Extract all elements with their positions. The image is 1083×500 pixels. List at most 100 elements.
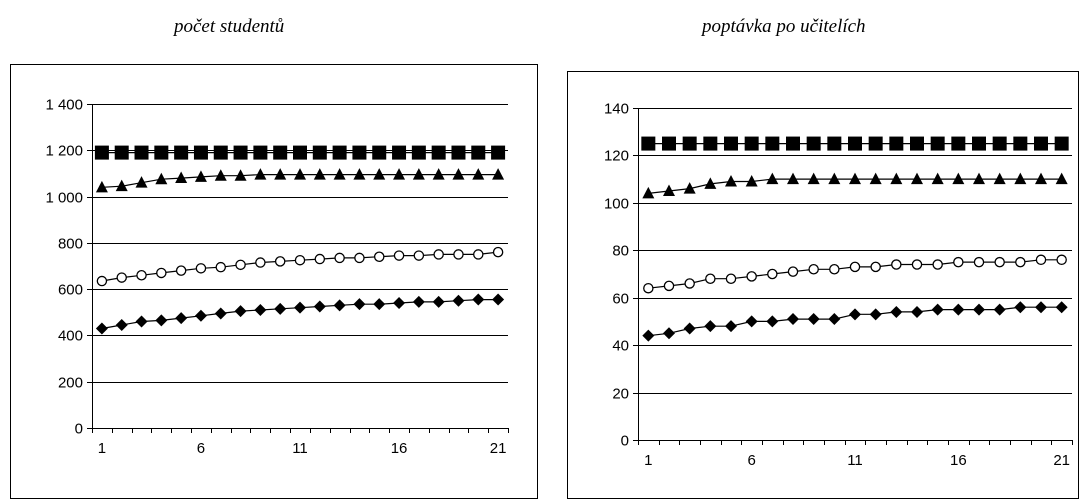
- data-point: [136, 270, 147, 281]
- data-point: [294, 254, 306, 266]
- y-tick-label: 600: [58, 282, 83, 299]
- data-point: [213, 145, 228, 160]
- x-tick-label: 16: [950, 452, 967, 469]
- data-point: [1014, 172, 1027, 185]
- data-point: [253, 145, 268, 160]
- data-point: [663, 280, 675, 292]
- data-point: [746, 271, 757, 282]
- data-point: [155, 172, 168, 185]
- data-point: [1035, 254, 1047, 266]
- data-point: [195, 263, 207, 274]
- data-point: [491, 145, 506, 160]
- data-point: [115, 319, 128, 332]
- data-point: [951, 136, 966, 151]
- data-point: [135, 315, 148, 328]
- data-point: [725, 273, 737, 284]
- data-point: [393, 250, 405, 261]
- data-point: [703, 136, 718, 151]
- data-point: [115, 179, 128, 192]
- data-point: [156, 267, 167, 279]
- y-tick-label: 0: [621, 433, 629, 450]
- data-point: [354, 252, 365, 264]
- data-point: [724, 136, 738, 151]
- chart-1-frame: [10, 64, 538, 499]
- data-point: [492, 293, 505, 306]
- data-point: [116, 272, 127, 283]
- data-point: [766, 315, 779, 328]
- data-point: [869, 172, 882, 185]
- data-point: [993, 303, 1006, 316]
- data-point: [766, 172, 779, 185]
- data-point: [274, 256, 286, 267]
- data-point: [973, 256, 985, 268]
- data-point: [314, 253, 326, 265]
- y-tick-label: 1 200: [45, 143, 83, 160]
- data-point: [683, 182, 696, 194]
- data-point: [234, 169, 247, 181]
- data-point: [952, 303, 965, 316]
- data-point: [931, 303, 944, 316]
- data-point: [432, 295, 445, 308]
- data-point: [931, 172, 944, 185]
- data-point: [393, 168, 406, 180]
- data-point: [952, 172, 965, 185]
- series-4: [95, 293, 505, 335]
- data-point: [452, 294, 465, 307]
- data-point: [194, 309, 207, 322]
- data-point: [96, 275, 108, 287]
- data-point: [353, 168, 366, 180]
- data-point: [175, 312, 188, 325]
- y-tick-label: 80: [612, 243, 629, 260]
- data-point: [682, 136, 697, 151]
- data-point: [828, 313, 841, 326]
- series-1: [94, 145, 506, 160]
- x-tick-label: 11: [292, 440, 308, 457]
- data-point: [1055, 301, 1068, 314]
- data-point: [890, 305, 903, 318]
- data-point: [767, 268, 778, 280]
- data-point: [643, 282, 654, 294]
- data-point: [1013, 136, 1028, 151]
- data-point: [492, 168, 505, 180]
- data-point: [973, 303, 985, 316]
- chart-2-title: poptávka po učitelích: [702, 16, 866, 37]
- data-point: [994, 256, 1005, 268]
- data-point: [135, 176, 148, 188]
- chart-1-title: počet studentů: [174, 16, 285, 37]
- data-point: [849, 172, 861, 185]
- x-tick-label: 11: [847, 452, 863, 469]
- x-tick-label: 16: [391, 440, 408, 457]
- data-point: [193, 145, 208, 160]
- data-point: [114, 145, 129, 160]
- data-point: [953, 256, 964, 268]
- data-point: [787, 266, 799, 277]
- data-point: [373, 298, 386, 311]
- data-point: [849, 308, 861, 321]
- data-point: [194, 170, 207, 182]
- x-tick-label: 6: [197, 440, 205, 457]
- data-point: [333, 299, 346, 312]
- data-point: [254, 303, 267, 316]
- data-point: [453, 249, 464, 260]
- data-point: [911, 172, 923, 185]
- data-point: [412, 168, 425, 180]
- data-point: [1056, 254, 1067, 266]
- data-point: [725, 175, 737, 187]
- data-point: [642, 329, 655, 342]
- y-tick-label: 0: [75, 421, 83, 438]
- series-3: [96, 246, 504, 287]
- data-point: [891, 259, 902, 270]
- data-point: [312, 145, 327, 160]
- data-point: [807, 313, 820, 326]
- data-point: [704, 320, 717, 333]
- y-tick-label: 120: [604, 148, 629, 165]
- data-point: [993, 172, 1006, 185]
- data-point: [910, 136, 924, 151]
- data-point: [274, 168, 287, 180]
- data-point: [930, 136, 945, 151]
- data-point: [829, 264, 840, 275]
- data-point: [452, 168, 465, 180]
- data-point: [745, 315, 758, 328]
- data-point: [827, 136, 842, 151]
